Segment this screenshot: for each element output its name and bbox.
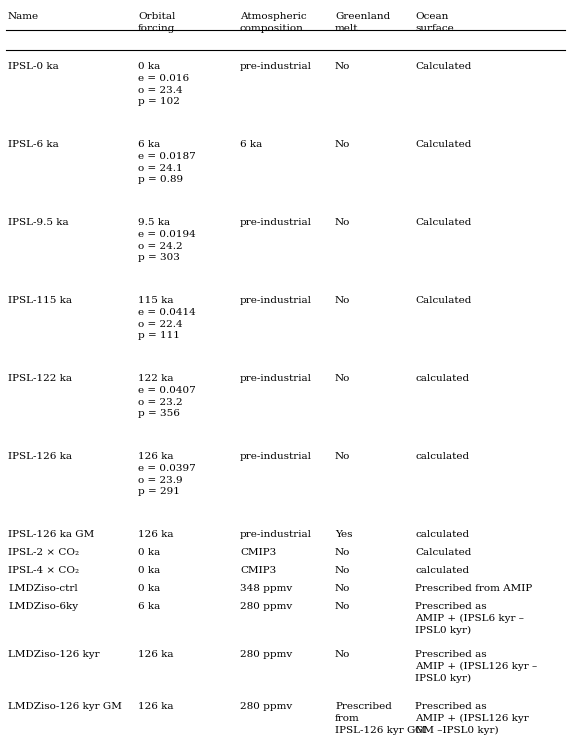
Text: pre-industrial: pre-industrial [240, 452, 312, 461]
Text: No: No [335, 296, 351, 305]
Text: No: No [335, 140, 351, 149]
Text: Prescribed as
AMIP + (IPSL126 kyr
GM –IPSL0 kyr): Prescribed as AMIP + (IPSL126 kyr GM –IP… [415, 702, 529, 735]
Text: Greenland
melt: Greenland melt [335, 12, 390, 33]
Text: IPSL-9.5 ka: IPSL-9.5 ka [8, 218, 69, 227]
Text: LMDZiso-6ky: LMDZiso-6ky [8, 602, 78, 611]
Text: No: No [335, 566, 351, 575]
Text: IPSL-126 ka: IPSL-126 ka [8, 452, 72, 461]
Text: 126 ka: 126 ka [138, 650, 174, 659]
Text: 280 ppmv: 280 ppmv [240, 702, 292, 711]
Text: IPSL-2 × CO₂: IPSL-2 × CO₂ [8, 548, 79, 557]
Text: Orbital
forcing: Orbital forcing [138, 12, 175, 33]
Text: Calculated: Calculated [415, 548, 472, 557]
Text: 280 ppmv: 280 ppmv [240, 650, 292, 659]
Text: Prescribed from AMIP: Prescribed from AMIP [415, 584, 532, 593]
Text: Calculated: Calculated [415, 140, 472, 149]
Text: pre-industrial: pre-industrial [240, 62, 312, 71]
Text: No: No [335, 602, 351, 611]
Text: No: No [335, 374, 351, 383]
Text: No: No [335, 650, 351, 659]
Text: 115 ka
e = 0.0414
o = 22.4
p = 111: 115 ka e = 0.0414 o = 22.4 p = 111 [138, 296, 196, 340]
Text: Prescribed
from
IPSL-126 kyr GM: Prescribed from IPSL-126 kyr GM [335, 702, 426, 735]
Text: 6 ka: 6 ka [240, 140, 262, 149]
Text: 126 ka: 126 ka [138, 702, 174, 711]
Text: Calculated: Calculated [415, 296, 472, 305]
Text: 280 ppmv: 280 ppmv [240, 602, 292, 611]
Text: pre-industrial: pre-industrial [240, 530, 312, 539]
Text: Yes: Yes [335, 530, 352, 539]
Text: LMDZiso-ctrl: LMDZiso-ctrl [8, 584, 78, 593]
Text: LMDZiso-126 kyr GM: LMDZiso-126 kyr GM [8, 702, 122, 711]
Text: 6 ka: 6 ka [138, 602, 160, 611]
Text: IPSL-6 ka: IPSL-6 ka [8, 140, 59, 149]
Text: 122 ka
e = 0.0407
o = 23.2
p = 356: 122 ka e = 0.0407 o = 23.2 p = 356 [138, 374, 196, 419]
Text: 126 ka
e = 0.0397
o = 23.9
p = 291: 126 ka e = 0.0397 o = 23.9 p = 291 [138, 452, 196, 496]
Text: IPSL-115 ka: IPSL-115 ka [8, 296, 72, 305]
Text: calculated: calculated [415, 452, 469, 461]
Text: CMIP3: CMIP3 [240, 566, 276, 575]
Text: IPSL-0 ka: IPSL-0 ka [8, 62, 59, 71]
Text: 348 ppmv: 348 ppmv [240, 584, 292, 593]
Text: Prescribed as
AMIP + (IPSL126 kyr –
IPSL0 kyr): Prescribed as AMIP + (IPSL126 kyr – IPSL… [415, 650, 537, 683]
Text: Ocean
surface: Ocean surface [415, 12, 454, 33]
Text: pre-industrial: pre-industrial [240, 374, 312, 383]
Text: No: No [335, 218, 351, 227]
Text: No: No [335, 548, 351, 557]
Text: No: No [335, 62, 351, 71]
Text: 0 ka: 0 ka [138, 584, 160, 593]
Text: IPSL-126 ka GM: IPSL-126 ka GM [8, 530, 94, 539]
Text: calculated: calculated [415, 374, 469, 383]
Text: No: No [335, 584, 351, 593]
Text: Atmospheric
composition: Atmospheric composition [240, 12, 307, 33]
Text: IPSL-4 × CO₂: IPSL-4 × CO₂ [8, 566, 79, 575]
Text: LMDZiso-126 kyr: LMDZiso-126 kyr [8, 650, 99, 659]
Text: 6 ka
e = 0.0187
o = 24.1
p = 0.89: 6 ka e = 0.0187 o = 24.1 p = 0.89 [138, 140, 196, 185]
Text: calculated: calculated [415, 530, 469, 539]
Text: 0 ka: 0 ka [138, 566, 160, 575]
Text: CMIP3: CMIP3 [240, 548, 276, 557]
Text: 9.5 ka
e = 0.0194
o = 24.2
p = 303: 9.5 ka e = 0.0194 o = 24.2 p = 303 [138, 218, 196, 262]
Text: calculated: calculated [415, 566, 469, 575]
Text: Name: Name [8, 12, 39, 21]
Text: 0 ka: 0 ka [138, 548, 160, 557]
Text: 126 ka: 126 ka [138, 530, 174, 539]
Text: IPSL-122 ka: IPSL-122 ka [8, 374, 72, 383]
Text: Prescribed as
AMIP + (IPSL6 kyr –
IPSL0 kyr): Prescribed as AMIP + (IPSL6 kyr – IPSL0 … [415, 602, 524, 635]
Text: Calculated: Calculated [415, 62, 472, 71]
Text: pre-industrial: pre-industrial [240, 296, 312, 305]
Text: No: No [335, 452, 351, 461]
Text: 0 ka
e = 0.016
o = 23.4
p = 102: 0 ka e = 0.016 o = 23.4 p = 102 [138, 62, 189, 107]
Text: pre-industrial: pre-industrial [240, 218, 312, 227]
Text: Calculated: Calculated [415, 218, 472, 227]
